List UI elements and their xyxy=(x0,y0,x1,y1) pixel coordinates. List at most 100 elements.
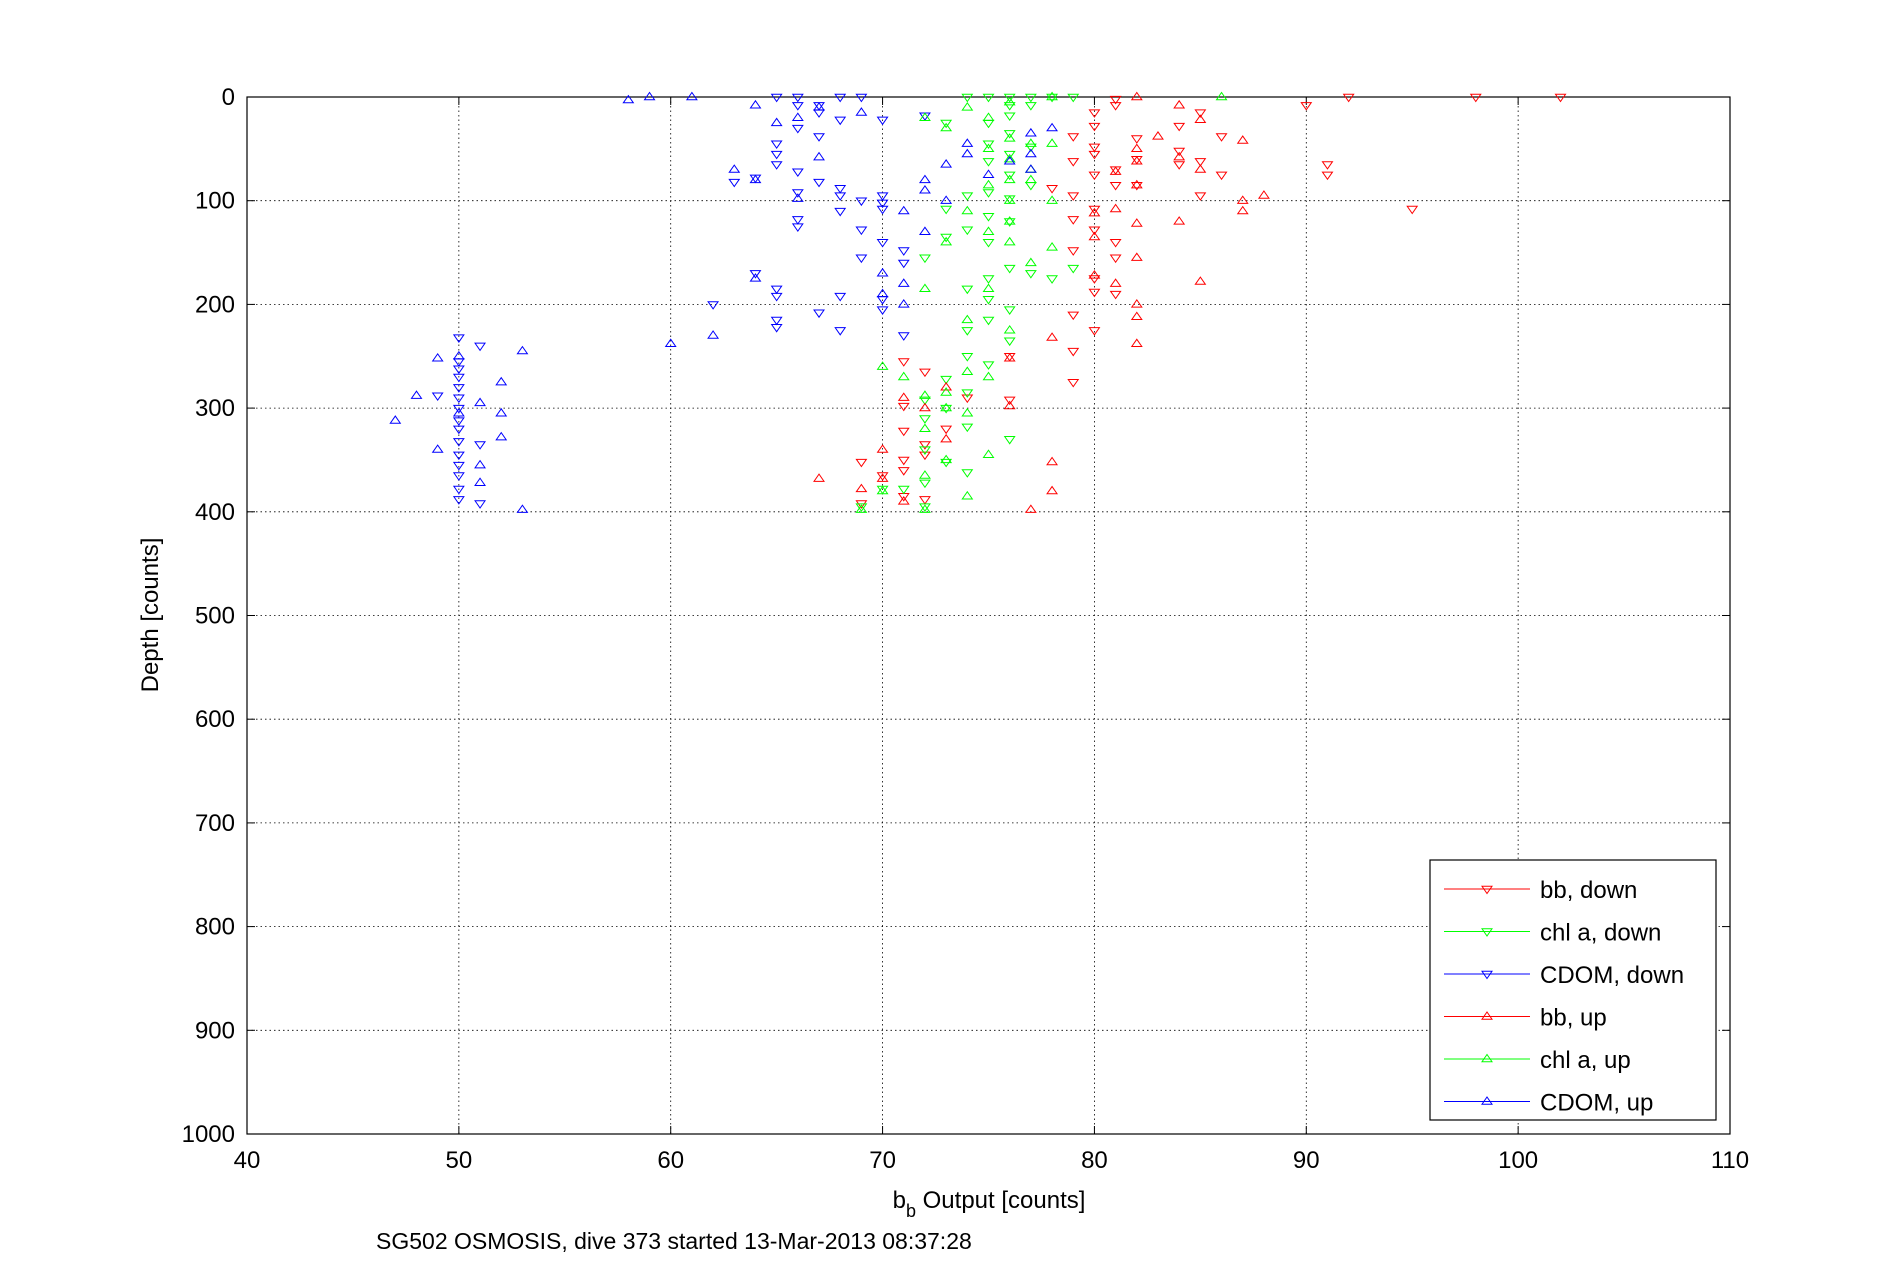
data-point xyxy=(1024,127,1037,137)
data-point xyxy=(940,402,953,412)
data-point xyxy=(685,91,698,101)
data-point xyxy=(876,192,889,201)
data-point xyxy=(982,361,995,370)
data-point xyxy=(1215,91,1228,101)
data-point xyxy=(940,454,953,464)
data-point xyxy=(918,112,931,121)
data-point xyxy=(664,338,677,348)
data-point xyxy=(1469,93,1482,103)
legend-item: CDOM, up xyxy=(1444,1090,1653,1117)
data-point xyxy=(770,161,783,170)
data-point xyxy=(961,192,974,201)
legend-marker xyxy=(1481,928,1493,937)
data-point xyxy=(918,226,931,236)
data-point xyxy=(855,226,868,236)
data-point xyxy=(516,345,529,355)
data-point xyxy=(1173,147,1186,157)
tick-layer: 40 50 60 70 80 90 100 110 0 100 200 300 400 500 600 700… xyxy=(182,84,1750,1174)
data-point xyxy=(1130,179,1143,189)
data-point xyxy=(1194,114,1207,124)
data-point xyxy=(452,358,465,367)
data-point xyxy=(1003,216,1016,225)
data-point xyxy=(1046,332,1059,341)
data-point xyxy=(1046,122,1059,132)
data-point xyxy=(474,441,486,450)
x-axis-label-rest: Output [counts] xyxy=(916,1187,1085,1214)
data-point xyxy=(452,451,465,461)
data-point xyxy=(1046,456,1059,466)
data-point xyxy=(961,314,974,324)
data-point xyxy=(1173,122,1186,132)
data-point xyxy=(495,407,508,417)
y-tick-label: 700 xyxy=(195,810,235,837)
data-point xyxy=(834,327,847,336)
data-point xyxy=(855,483,868,493)
series-0 xyxy=(855,93,1567,509)
data-point xyxy=(1194,158,1207,167)
data-point xyxy=(940,375,953,385)
data-point xyxy=(1046,93,1059,103)
data-point xyxy=(1109,278,1122,287)
legend-label: chl a, up xyxy=(1540,1047,1631,1074)
data-point xyxy=(855,254,868,264)
legend-label: bb, down xyxy=(1540,877,1637,904)
data-point xyxy=(961,407,974,417)
data-point xyxy=(876,473,889,482)
data-point xyxy=(495,431,508,441)
data-point xyxy=(918,184,931,194)
data-point xyxy=(1194,192,1207,201)
data-point xyxy=(452,461,465,471)
data-point xyxy=(1321,161,1334,170)
data-point xyxy=(961,226,974,236)
data-point xyxy=(1152,131,1164,140)
data-point xyxy=(1130,338,1143,348)
legend-marker xyxy=(1481,1011,1493,1020)
series-5 xyxy=(389,91,1059,513)
data-point xyxy=(855,503,868,512)
data-point xyxy=(918,390,931,399)
data-point xyxy=(982,238,995,248)
data-point xyxy=(855,197,868,207)
data-point xyxy=(813,151,825,161)
data-point xyxy=(1046,241,1059,251)
data-point xyxy=(1024,270,1037,279)
data-point xyxy=(982,140,995,150)
data-point xyxy=(495,376,508,386)
data-point xyxy=(961,148,974,158)
data-point xyxy=(452,496,465,505)
data-point xyxy=(791,189,804,198)
series-2 xyxy=(431,93,931,509)
figure-caption: SG502 OSMOSIS, dive 373 started 13-Mar-2… xyxy=(376,1228,972,1254)
data-point xyxy=(1046,275,1059,284)
data-point xyxy=(1406,205,1419,215)
data-point xyxy=(1003,96,1016,106)
data-point xyxy=(813,101,825,111)
data-point xyxy=(961,423,974,433)
data-point xyxy=(855,458,868,468)
data-point xyxy=(918,254,931,264)
data-point xyxy=(1130,155,1143,165)
x-axis-label-main: b xyxy=(893,1187,906,1214)
data-point xyxy=(982,296,995,305)
data-point xyxy=(813,109,825,118)
data-point xyxy=(982,93,995,103)
data-point xyxy=(1024,102,1037,111)
data-point xyxy=(982,112,995,121)
x-tick-label: 100 xyxy=(1498,1147,1538,1174)
data-point xyxy=(1130,299,1143,308)
data-point xyxy=(643,91,656,101)
data-point xyxy=(897,358,910,367)
data-point xyxy=(431,352,444,362)
data-point xyxy=(1003,174,1016,184)
data-point xyxy=(1088,205,1101,215)
data-point xyxy=(431,444,444,453)
data-point xyxy=(1109,181,1122,191)
data-point xyxy=(940,233,953,243)
data-point xyxy=(876,306,889,315)
data-point xyxy=(1067,133,1080,142)
data-point xyxy=(452,472,465,481)
data-point xyxy=(749,99,762,109)
data-point xyxy=(516,504,529,513)
data-point xyxy=(918,503,931,512)
data-point xyxy=(452,438,465,447)
